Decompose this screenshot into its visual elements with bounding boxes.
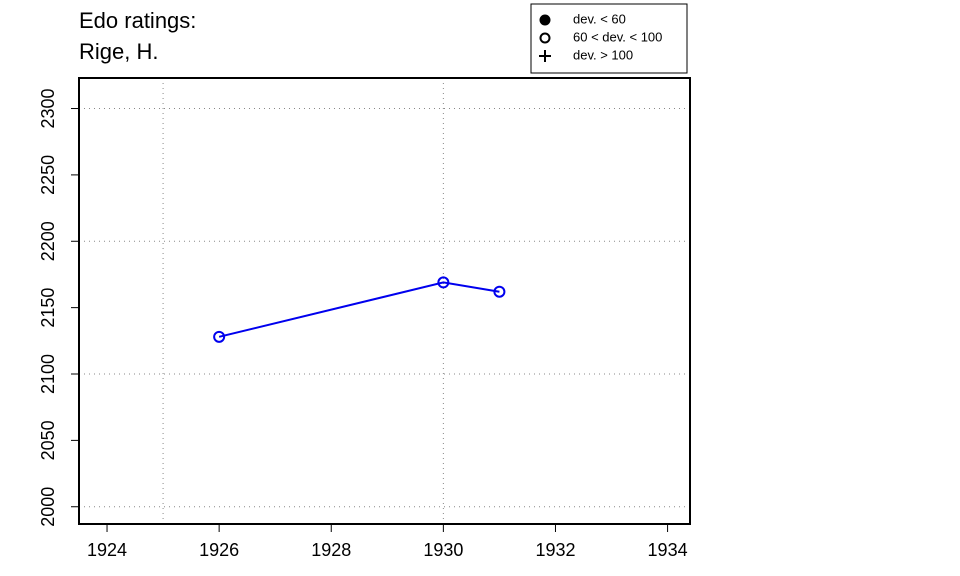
legend-symbol bbox=[539, 14, 551, 26]
plot-frame bbox=[78, 77, 691, 525]
x-tick-label: 1932 bbox=[535, 540, 575, 560]
legend-box bbox=[530, 3, 688, 74]
y-tick-label: 2300 bbox=[38, 89, 58, 129]
chart-subtitle: Rige, H. bbox=[79, 39, 158, 64]
y-tick-label: 2150 bbox=[38, 288, 58, 328]
y-tick-label: 2100 bbox=[38, 354, 58, 394]
legend-symbol bbox=[539, 32, 551, 44]
x-tick-label: 1934 bbox=[648, 540, 688, 560]
legend-symbol bbox=[539, 50, 551, 62]
legend-label: dev. < 60 bbox=[573, 11, 626, 26]
y-tick-label: 2000 bbox=[38, 487, 58, 527]
y-tick-label: 2250 bbox=[38, 155, 58, 195]
legend-label: 60 < dev. < 100 bbox=[573, 29, 662, 44]
x-tick-label: 1924 bbox=[87, 540, 127, 560]
line bbox=[218, 281, 500, 338]
chart-title: Edo ratings: bbox=[79, 8, 196, 33]
x-tick-label: 1926 bbox=[199, 540, 239, 560]
y-tick-label: 2050 bbox=[38, 420, 58, 460]
legend-label: dev. > 100 bbox=[573, 47, 633, 62]
marker bbox=[493, 285, 506, 298]
y-tick-label: 2200 bbox=[38, 221, 58, 261]
x-tick-label: 1930 bbox=[423, 540, 463, 560]
marker bbox=[437, 276, 450, 289]
marker bbox=[213, 330, 226, 343]
x-tick-label: 1928 bbox=[311, 540, 351, 560]
